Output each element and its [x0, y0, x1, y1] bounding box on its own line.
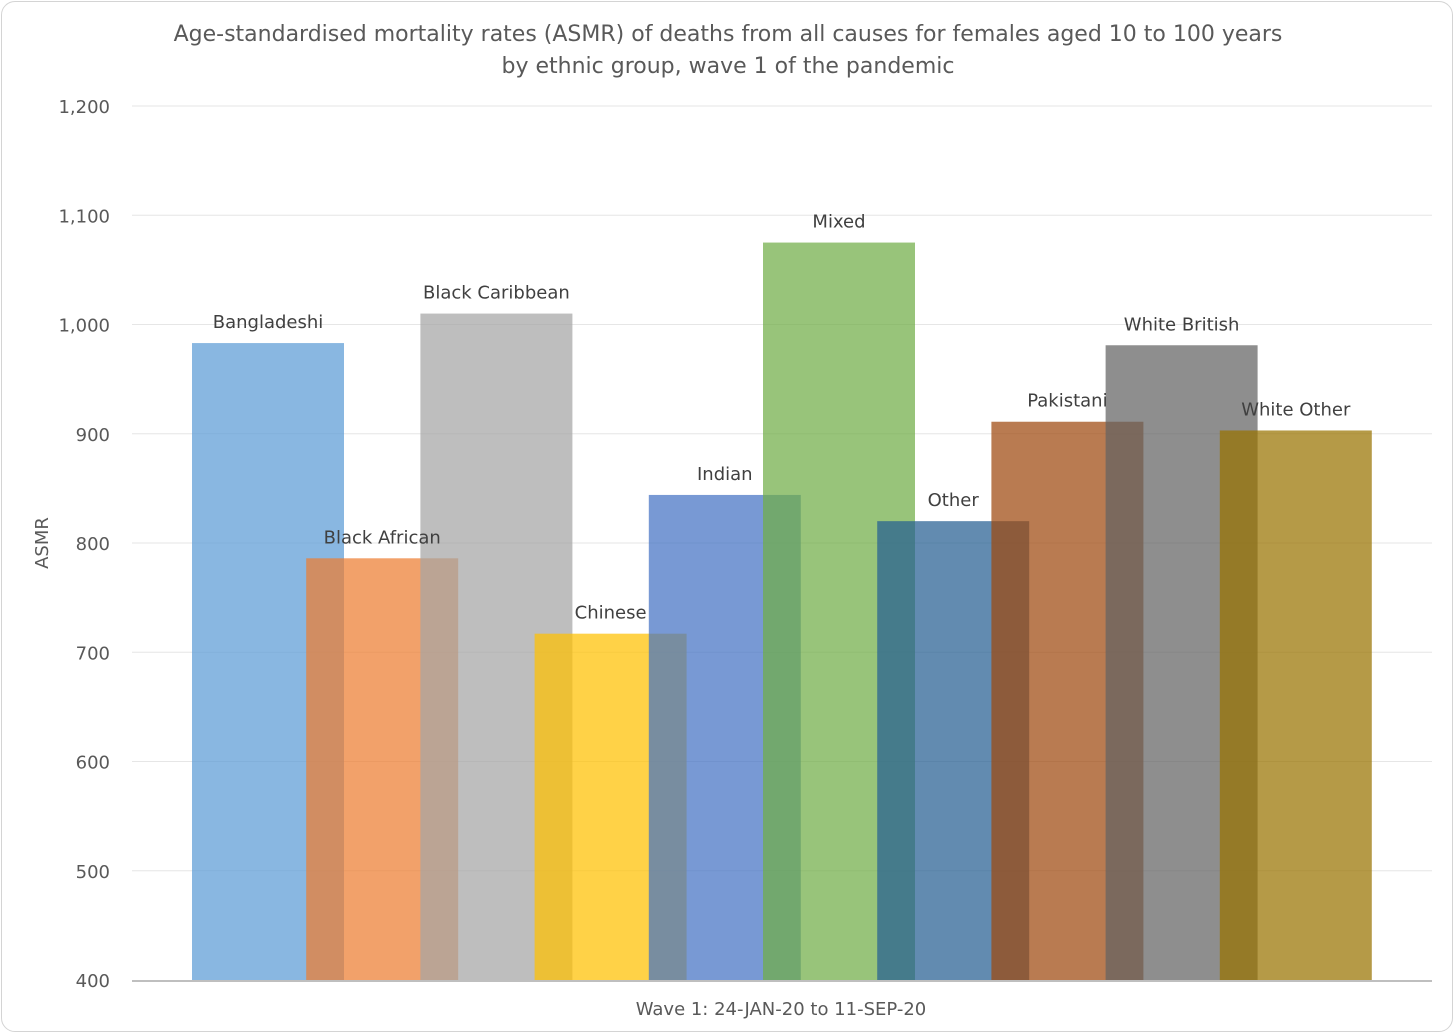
bar-label: White British: [1124, 314, 1240, 335]
y-tick-label: 800: [76, 534, 110, 555]
bar: [1219, 430, 1372, 980]
bar-label: Black Caribbean: [423, 283, 570, 304]
y-tick-label: 600: [76, 753, 110, 774]
y-tick-label: 1,200: [58, 97, 110, 118]
data-labels: Bangladeshi Black African Black Caribbean C…: [213, 212, 1351, 624]
y-tick-label: 1,100: [58, 206, 110, 227]
y-tick-label: 500: [76, 862, 110, 883]
bar-label: Indian: [697, 464, 753, 485]
chart-title-line-2: by ethnic group, wave 1 of the pandemic: [502, 54, 955, 79]
y-tick-label: 900: [76, 425, 110, 446]
bar-label: Other: [928, 490, 980, 511]
x-axis-label: Wave 1: 24-JAN-20 to 11-SEP-20: [636, 999, 927, 1020]
bar-label: Chinese: [575, 603, 647, 624]
bar-label: Black African: [324, 527, 441, 548]
bar-label: Mixed: [812, 212, 865, 233]
y-axis-tick-labels: 400 500 600 700 800 900 1,000 1,100 1,200: [58, 97, 110, 992]
bar-label: Pakistani: [1027, 391, 1107, 412]
y-tick-label: 1,000: [58, 316, 110, 337]
y-tick-label: 700: [76, 643, 110, 664]
bar-label: Bangladeshi: [213, 312, 324, 333]
bars: [192, 242, 1372, 980]
y-tick-label: 400: [76, 971, 110, 992]
chart-title-line-1: Age-standardised mortality rates (ASMR) …: [174, 22, 1283, 47]
bar-label: White Other: [1241, 399, 1351, 420]
y-axis-label: ASMR: [32, 517, 53, 569]
